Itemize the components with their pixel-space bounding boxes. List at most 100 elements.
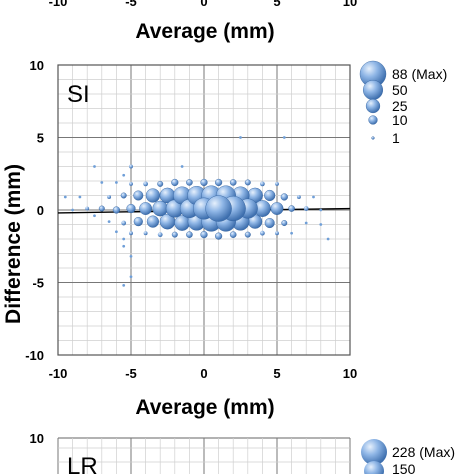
- si-data-point: [122, 284, 126, 287]
- si-data-point: [215, 232, 223, 240]
- si-data-point: [229, 231, 237, 238]
- si-data-point: [171, 178, 179, 187]
- si-data-point: [85, 206, 90, 211]
- si-data-point: [215, 178, 223, 187]
- si-data-point: [129, 164, 133, 169]
- si-data-point: [186, 231, 193, 238]
- si-data-point: [157, 232, 163, 238]
- lr-legend-label-2: 150: [392, 461, 416, 474]
- si-data-point: [270, 202, 284, 215]
- si-data-point: [120, 192, 127, 199]
- si-x-tick-label: -5: [125, 366, 137, 381]
- si-data-point: [143, 231, 148, 236]
- si-legend-label: 88 (Max): [392, 66, 447, 82]
- si-data-point: [93, 214, 96, 218]
- si-y-tick-label: -10: [25, 348, 44, 363]
- si-data-point: [115, 230, 118, 234]
- si-data-point: [129, 181, 133, 186]
- si-data-point: [180, 165, 184, 168]
- si-data-point: [171, 231, 178, 238]
- si-data-point: [290, 231, 293, 235]
- lr-legend-bubble-2: [364, 461, 384, 474]
- si-data-point: [122, 244, 126, 248]
- lr-panel-partial: 10 LR 228 (Max) 150: [30, 431, 455, 474]
- si-y-tick-label: 0: [37, 203, 44, 218]
- si-data-point: [244, 231, 251, 238]
- top-x-tick-label: -10: [49, 0, 68, 9]
- top-panel-partial: -10 -5 0 5 10 Average (mm): [49, 0, 358, 43]
- top-x-axis-title: Average (mm): [135, 20, 274, 43]
- si-x-tick-label: 10: [343, 366, 357, 381]
- si-data-point: [139, 202, 152, 215]
- si-data-point: [63, 195, 67, 199]
- si-data-point: [264, 218, 275, 229]
- si-axes: [57, 64, 351, 356]
- si-legend-bubble: [365, 98, 381, 114]
- si-plot-border: [57, 64, 351, 356]
- lr-panel-label: LR: [67, 453, 98, 474]
- top-x-tick-label: 5: [273, 0, 280, 9]
- si-data-point: [129, 231, 133, 236]
- si-data-point: [259, 230, 265, 236]
- si-data-point: [200, 231, 208, 239]
- si-data-point: [319, 223, 323, 226]
- si-data-point: [259, 181, 265, 187]
- lr-legend-bubble-max: [361, 439, 387, 465]
- si-data-point: [107, 220, 111, 223]
- si-x-tick-label: -10: [49, 366, 68, 381]
- si-data-point: [280, 193, 288, 201]
- si-data-point: [244, 179, 251, 186]
- si-legend-label: 50: [392, 82, 408, 98]
- top-x-tick-label: 0: [200, 0, 207, 9]
- si-data-point: [121, 220, 127, 226]
- si-y-tick-label: 10: [30, 58, 44, 73]
- lr-grid: [57, 438, 351, 474]
- si-data-point: [186, 179, 193, 186]
- si-data-point: [275, 231, 279, 236]
- si-data-point: [288, 205, 295, 212]
- si-data-point: [264, 189, 276, 202]
- si-x-tick-labels: -10 -5 0 5 10: [49, 366, 358, 381]
- si-data-point: [304, 221, 308, 225]
- si-y-tick-label: 5: [37, 131, 44, 146]
- lr-y-tick-label: 10: [30, 431, 44, 446]
- si-data-point: [282, 136, 286, 139]
- si-data-point: [326, 237, 330, 241]
- si-data-point: [319, 208, 323, 212]
- si-x-tick-label: 0: [200, 366, 207, 381]
- si-data-point: [303, 206, 309, 211]
- si-data-point: [122, 173, 126, 177]
- si-data-point: [200, 178, 208, 187]
- si-data-point: [112, 206, 120, 214]
- si-legend-bubble: [363, 80, 383, 100]
- top-x-tick-label: -5: [125, 0, 137, 9]
- si-data-point: [312, 195, 315, 199]
- si-panel-label: SI: [67, 81, 90, 108]
- si-data-point: [100, 181, 104, 184]
- lr-legend-label-max: 228 (Max): [392, 444, 455, 460]
- si-data-point: [133, 217, 143, 227]
- si-data-point: [122, 237, 126, 241]
- si-data-point: [275, 181, 279, 186]
- si-data-point: [71, 208, 74, 212]
- si-legend-label: 10: [392, 112, 408, 128]
- top-x-tick-labels: -10 -5 0 5 10: [49, 0, 358, 9]
- si-data-point: [229, 179, 237, 186]
- si-legend-bubble: [368, 115, 378, 125]
- si-data-point: [281, 220, 288, 227]
- si-data-point: [145, 188, 161, 203]
- si-data-point: [205, 195, 232, 222]
- si-x-axis-title: Average (mm): [135, 396, 274, 419]
- si-data-point: [146, 215, 159, 228]
- si-y-tick-labels: 10 5 0 -5 -10: [25, 58, 44, 363]
- si-data-point: [157, 180, 164, 187]
- si-y-tick-label: -5: [32, 276, 44, 291]
- si-y-axis-title: Difference (mm): [2, 164, 25, 324]
- si-data-point: [107, 194, 112, 199]
- si-data-point: [296, 194, 301, 199]
- si-data-point: [115, 181, 118, 184]
- si-data-point: [98, 205, 105, 212]
- si-x-tick-label: 5: [273, 366, 280, 381]
